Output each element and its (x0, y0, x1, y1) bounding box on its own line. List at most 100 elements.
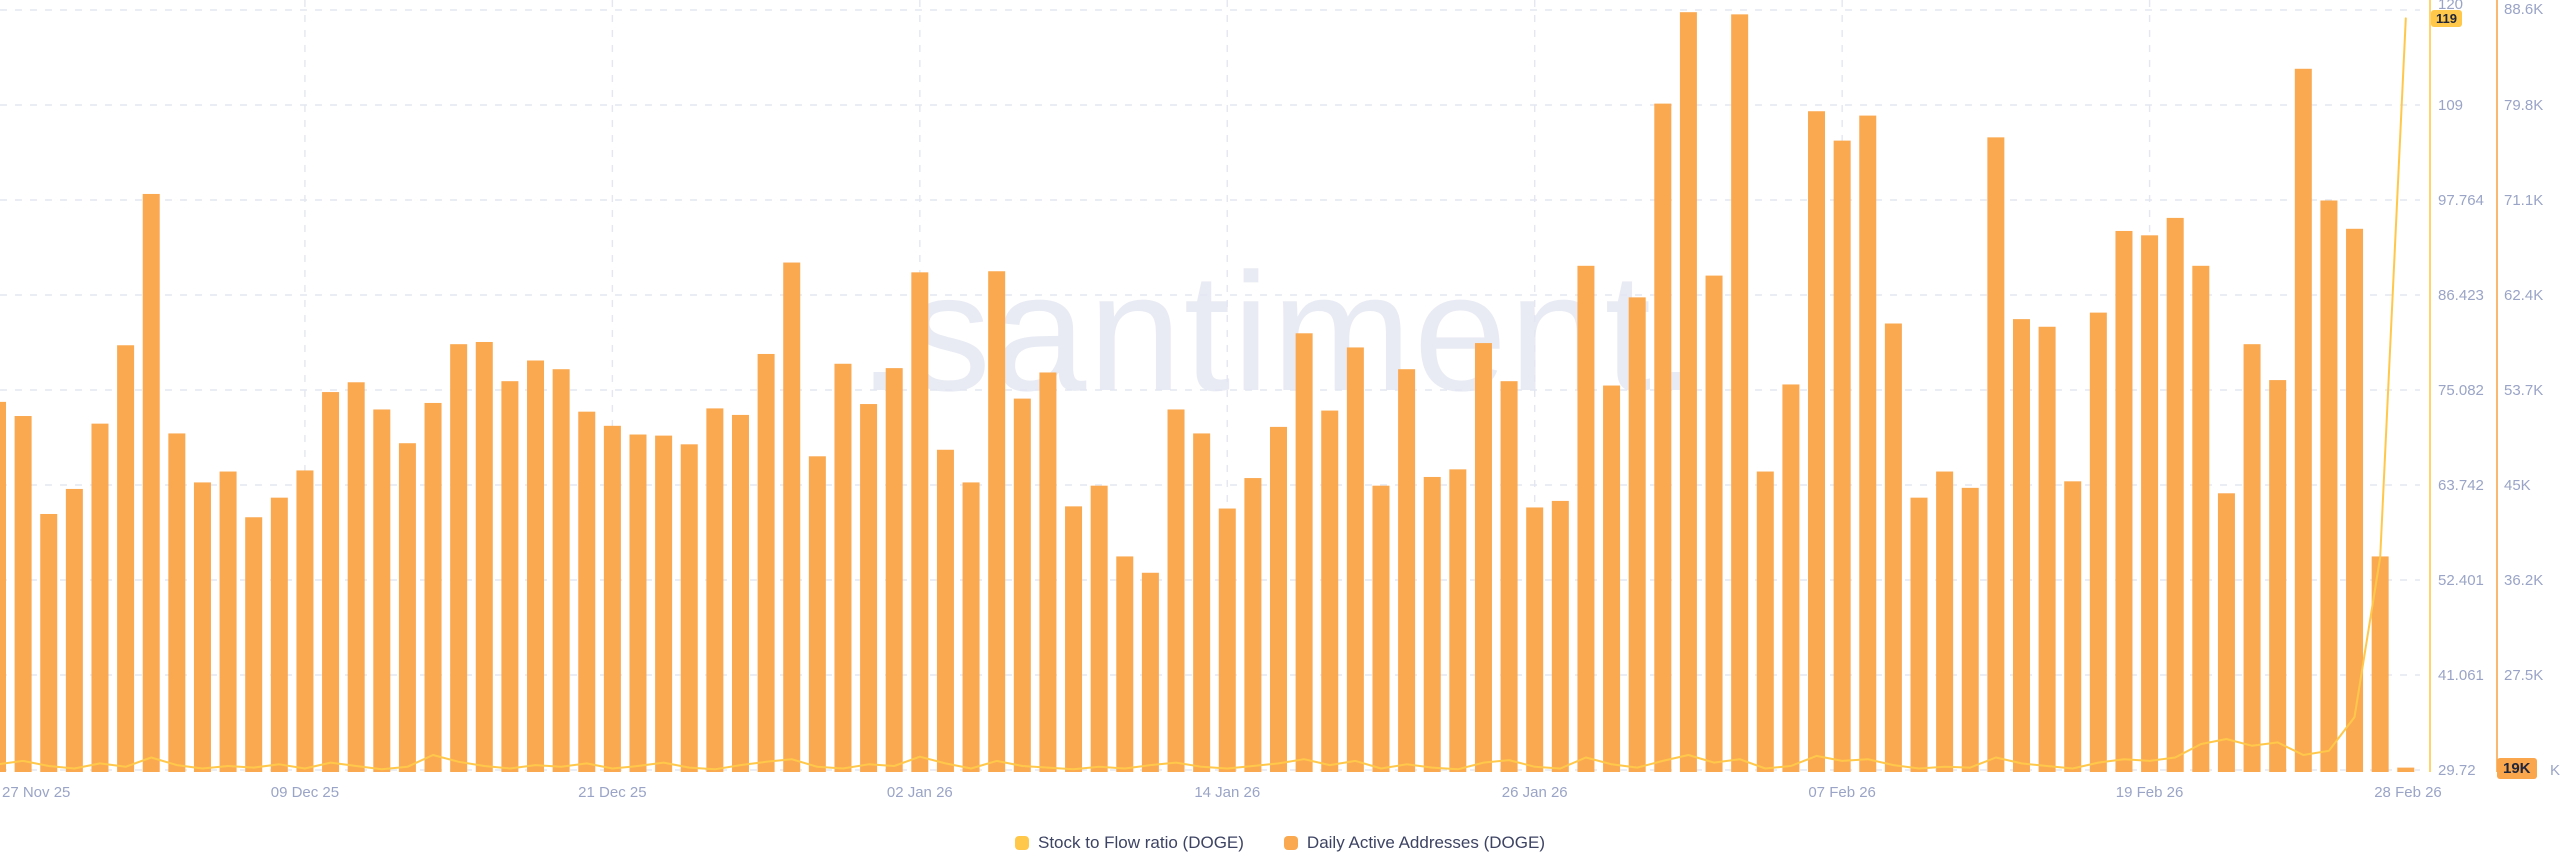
daa-bar[interactable] (552, 369, 570, 772)
daa-bar[interactable] (1013, 398, 1031, 772)
daa-bar[interactable] (962, 482, 980, 772)
daa-bar[interactable] (1090, 485, 1108, 772)
daa-bar[interactable] (1039, 372, 1057, 772)
daa-bar[interactable] (808, 456, 826, 772)
daa-bar[interactable] (1628, 297, 1646, 772)
daa-bar[interactable] (424, 402, 442, 772)
daa-bar[interactable] (1398, 369, 1416, 772)
daa-bar[interactable] (1244, 478, 1262, 772)
daa-bar[interactable] (706, 408, 724, 772)
daa-bar[interactable] (1884, 323, 1902, 772)
daa-bar[interactable] (2320, 200, 2338, 772)
daa-bar[interactable] (1756, 471, 1774, 772)
daa-bar[interactable] (1833, 140, 1851, 773)
daa-bar[interactable] (398, 443, 416, 772)
daa-bar[interactable] (1782, 384, 1800, 772)
daa-bar[interactable] (347, 382, 365, 772)
daa-bar[interactable] (1474, 343, 1492, 772)
daa-bar[interactable] (117, 345, 135, 772)
daa-bar[interactable] (603, 425, 621, 772)
daa-bar[interactable] (1346, 347, 1364, 772)
daa-bar[interactable] (2166, 217, 2184, 772)
daa-bar[interactable] (1321, 410, 1339, 772)
daa-bar[interactable] (296, 470, 314, 772)
daa-bar[interactable] (629, 434, 647, 772)
daa-bar[interactable] (2115, 230, 2133, 772)
daa-bar[interactable] (14, 416, 32, 772)
daa-bar[interactable] (475, 341, 493, 772)
daa-bar[interactable] (450, 344, 468, 772)
daa-bar[interactable] (40, 513, 58, 772)
daa-bar[interactable] (2269, 380, 2287, 772)
daa-bar[interactable] (1679, 12, 1697, 773)
daa-bar[interactable] (270, 497, 288, 772)
daa-bar[interactable] (168, 433, 186, 772)
daa-bar[interactable] (2089, 312, 2107, 772)
daa-bar[interactable] (783, 262, 801, 772)
daa-bar[interactable] (1577, 265, 1595, 772)
daa-bar[interactable] (0, 401, 6, 772)
daa-bar[interactable] (1961, 487, 1979, 772)
s2f-current-value-badge: 119 (2431, 10, 2462, 27)
daa-bar[interactable] (1551, 500, 1569, 772)
daa-bar[interactable] (322, 392, 340, 772)
daa-bar[interactable] (527, 360, 545, 772)
daa-bar[interactable] (1423, 476, 1441, 772)
daa-bar[interactable] (1141, 572, 1159, 772)
daa-bar[interactable] (2038, 326, 2056, 772)
daa-bar[interactable] (2064, 481, 2082, 772)
daa-bar[interactable] (1654, 103, 1672, 773)
daa-bar[interactable] (1372, 485, 1390, 772)
daa-bar[interactable] (1218, 508, 1236, 772)
daa-bar[interactable] (680, 444, 698, 772)
daa-bar[interactable] (219, 471, 237, 772)
daa-bar[interactable] (885, 368, 903, 772)
daa-bar[interactable] (1116, 556, 1134, 772)
daa-bar[interactable] (1167, 409, 1185, 772)
daa-bar[interactable] (2397, 767, 2415, 772)
daa-bar[interactable] (757, 353, 775, 772)
daa-bar[interactable] (911, 272, 929, 772)
daa-bar[interactable] (834, 363, 852, 772)
daa-bar[interactable] (2294, 68, 2312, 772)
daa-bar[interactable] (655, 435, 673, 772)
daa-bar[interactable] (2141, 235, 2159, 772)
daa-bar[interactable] (1193, 433, 1211, 772)
daa-bar[interactable] (142, 193, 160, 773)
daa-bar[interactable] (501, 381, 519, 772)
daa-bar[interactable] (373, 409, 391, 772)
daa-bar[interactable] (1295, 333, 1313, 772)
daa-bar[interactable] (2371, 556, 2389, 772)
daa-bar[interactable] (1449, 469, 1467, 772)
daa-bar[interactable] (1859, 115, 1877, 772)
daa-bar[interactable] (988, 271, 1006, 772)
daa-bar[interactable] (2243, 344, 2261, 772)
daa-bar[interactable] (860, 404, 878, 772)
daa-bar[interactable] (1526, 507, 1544, 772)
daa-bar[interactable] (1500, 381, 1518, 772)
daa-bar[interactable] (578, 411, 596, 772)
daa-bar[interactable] (936, 449, 954, 772)
daa-bar[interactable] (2217, 493, 2235, 772)
daa-bar[interactable] (1987, 137, 2005, 772)
daa-bar[interactable] (1270, 426, 1287, 772)
daa-bar[interactable] (1808, 111, 1826, 772)
daa-bar[interactable] (1065, 506, 1083, 772)
daa-bar[interactable] (2346, 228, 2364, 772)
daa-bar[interactable] (2192, 265, 2210, 772)
daa-bar[interactable] (1910, 497, 1928, 772)
daa-bar[interactable] (731, 414, 749, 772)
daa-bar[interactable] (245, 517, 263, 772)
daa-bar[interactable] (1731, 14, 1749, 772)
s2f-line[interactable] (0, 17, 2407, 771)
daa-bar[interactable] (193, 482, 211, 772)
daa-bar[interactable] (1936, 471, 1954, 772)
daa-bar[interactable] (91, 423, 109, 772)
daa-bar[interactable] (1603, 385, 1621, 772)
daa-bar[interactable] (1705, 275, 1723, 772)
legend-item-daily-active-addresses[interactable]: Daily Active Addresses (DOGE) (1283, 833, 1545, 853)
daa-bar[interactable] (2012, 319, 2030, 772)
legend-item-stock-to-flow[interactable]: Stock to Flow ratio (DOGE) (1014, 833, 1244, 853)
daa-bar[interactable] (65, 488, 83, 772)
